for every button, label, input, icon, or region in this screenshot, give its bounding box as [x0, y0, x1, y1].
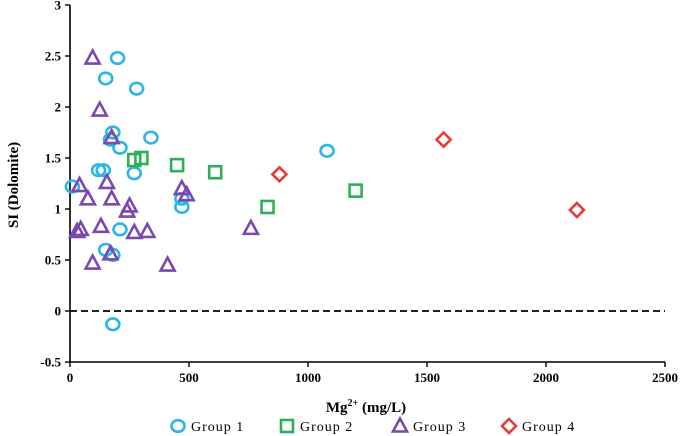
- y-tick-label: 1: [55, 202, 62, 217]
- data-point-square: [207, 164, 223, 180]
- legend-marker-diamond: [500, 417, 518, 435]
- x-tick-label: 500: [179, 370, 199, 385]
- data-point-circle: [112, 222, 128, 237]
- axes: [69, 5, 665, 363]
- data-point-triangle: [102, 127, 121, 145]
- data-point-triangle: [70, 175, 89, 193]
- x-tick-label: 1000: [295, 370, 321, 385]
- data-point-diamond: [434, 130, 453, 149]
- data-points: [64, 47, 586, 332]
- data-point-circle: [95, 163, 112, 178]
- x-axis-title-main: Mg: [326, 400, 348, 416]
- data-point-triangle: [125, 222, 144, 240]
- x-axis-title-superscript: 2+: [348, 398, 359, 409]
- data-point-circle: [97, 71, 114, 86]
- data-point-circle: [90, 163, 107, 178]
- series-1: [64, 50, 335, 332]
- x-tick-label: 2000: [533, 370, 559, 385]
- data-point-circle: [319, 143, 335, 158]
- legend-marker-triangle: [390, 415, 410, 433]
- legend-marker-square: [279, 418, 295, 434]
- data-point-circle: [105, 317, 121, 332]
- y-tick-label: 3: [55, 0, 62, 13]
- data-point-circle: [112, 140, 128, 155]
- x-axis-ticks: 0 500 1000 1500 2000 2500: [67, 362, 678, 385]
- y-tick-label: 0: [55, 304, 62, 319]
- data-point-square: [260, 199, 275, 215]
- legend-item: Group 3: [390, 415, 466, 435]
- legend-label: Group 4: [522, 420, 575, 435]
- series-2: [126, 150, 363, 215]
- data-point-circle: [174, 199, 190, 215]
- data-point-triangle: [91, 216, 111, 234]
- y-axis-ticks: -0.5 0 0.5 1 1.5 2 2.5 3: [40, 0, 70, 370]
- data-point-diamond: [568, 201, 586, 219]
- x-tick-label: 1500: [414, 370, 440, 385]
- data-point-triangle: [138, 221, 157, 239]
- data-point-triangle: [67, 221, 87, 239]
- data-point-triangle: [71, 219, 90, 237]
- data-point-triangle: [117, 200, 137, 218]
- legend-label: Group 1: [191, 420, 244, 435]
- data-point-triangle: [101, 243, 120, 261]
- x-axis-title-unit: (mg/L): [358, 400, 406, 416]
- series-4: [270, 130, 586, 219]
- y-tick-label: 2.5: [45, 49, 62, 64]
- data-point-triangle: [241, 218, 261, 236]
- y-tick-label: 1.5: [45, 151, 62, 166]
- data-point-square: [348, 183, 363, 198]
- data-point-triangle: [83, 47, 102, 65]
- series-3: [67, 47, 261, 272]
- y-axis-title: SI (Dolomite): [6, 142, 22, 228]
- data-point-square: [126, 152, 142, 168]
- data-point-triangle: [78, 188, 98, 206]
- data-point-square: [169, 157, 185, 173]
- x-axis-title: Mg2+ (mg/L): [326, 398, 406, 416]
- y-tick-label: 0.5: [45, 253, 62, 268]
- y-tick-label: 2: [55, 100, 62, 115]
- data-point-triangle: [102, 188, 121, 206]
- data-point-circle: [126, 166, 143, 181]
- x-tick-label: 2500: [652, 370, 678, 385]
- data-point-triangle: [90, 99, 109, 117]
- legend-label: Group 2: [300, 420, 353, 435]
- data-point-circle: [143, 130, 159, 145]
- data-point-triangle: [97, 172, 117, 190]
- data-point-circle: [105, 125, 121, 140]
- data-point-triangle: [83, 252, 102, 270]
- legend-item: Group 1: [170, 418, 244, 435]
- data-point-triangle: [158, 254, 177, 272]
- data-point-circle: [109, 50, 126, 66]
- x-tick-label: 0: [67, 370, 74, 385]
- y-tick-label: -0.5: [40, 355, 61, 370]
- legend-marker-circle: [170, 418, 186, 434]
- data-point-diamond: [270, 165, 289, 184]
- legend: Group 1 Group 2 Group 3 Group 4: [170, 415, 575, 435]
- legend-item: Group 2: [279, 418, 353, 435]
- data-point-circle: [64, 179, 81, 194]
- data-point-triangle: [177, 184, 196, 202]
- data-point-circle: [128, 81, 145, 96]
- legend-label: Group 3: [413, 420, 466, 435]
- legend-item: Group 4: [500, 417, 575, 435]
